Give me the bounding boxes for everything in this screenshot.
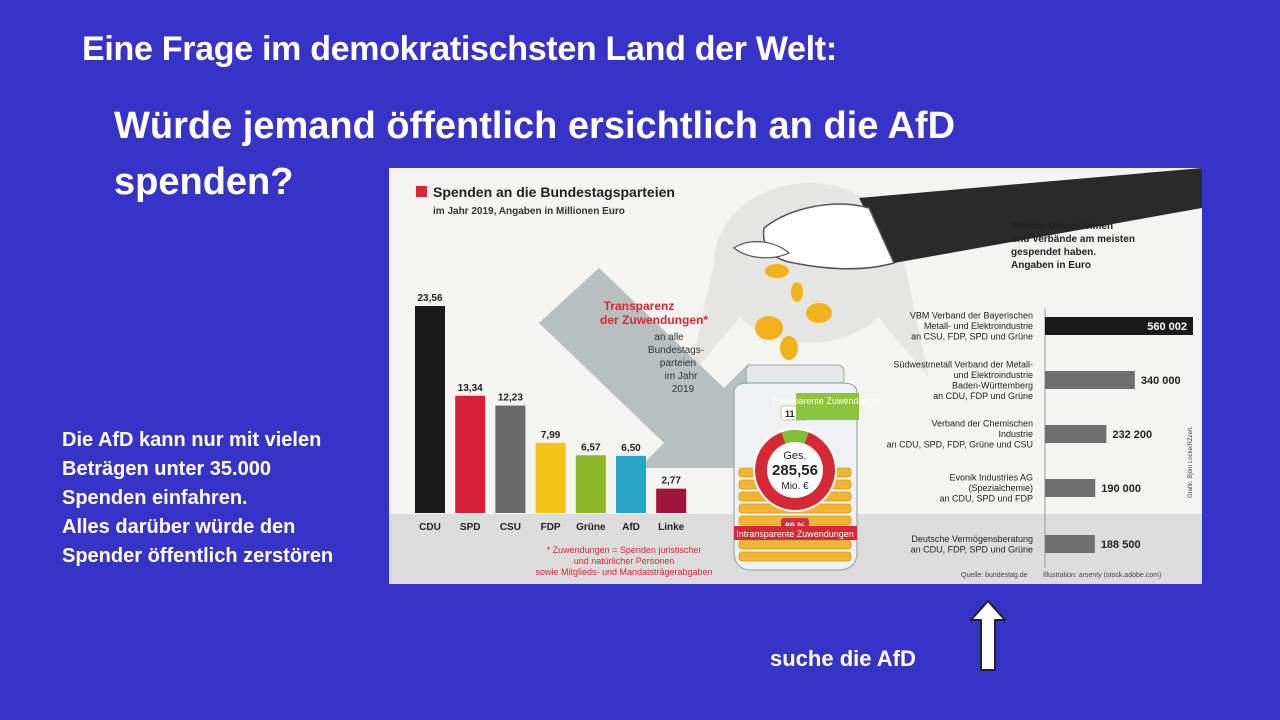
footnote-line3: sowie Mitglieds- und Mandatsträgerabgabe… <box>535 567 712 577</box>
intransparent-label-bg <box>734 526 857 540</box>
bar-value-label: 13,34 <box>458 383 483 394</box>
bar-csu <box>495 405 526 513</box>
up-arrow-icon <box>970 600 1006 671</box>
credit-source: Quelle: bundestag.de <box>961 572 1028 579</box>
infographic-canvas: Transparenz der Zuwendungen* an alle Bun… <box>389 168 1202 584</box>
arrow-sub-line4: im Jahr <box>665 371 698 382</box>
pie-slice-intransparent <box>755 432 835 510</box>
bar-value-label: 12,23 <box>498 393 523 404</box>
company-label-line: Metall- und Elektroindustrie <box>924 321 1033 331</box>
left-note-line: Spenden einfahren. <box>62 487 248 509</box>
bar-value-label: 6,50 <box>621 443 641 454</box>
bar-chart-title: Spenden an die Bundestagsparteien <box>433 184 675 200</box>
company-chart-title-line4: Angaben in Euro <box>1011 260 1091 271</box>
bar-afd <box>616 455 646 513</box>
arrow-title-line2: der Zuwendungen* <box>600 313 708 327</box>
company-value-label: 190 000 <box>1101 483 1141 495</box>
company-bar <box>1045 425 1107 443</box>
chart-title-marker <box>416 186 427 197</box>
bar-category-label: Linke <box>658 522 685 533</box>
pie-center-ges: Ges. <box>783 450 806 462</box>
company-label-line: an CSU, FDP, SPD und Grüne <box>911 332 1033 342</box>
company-value-label: 560 002 <box>1147 321 1187 333</box>
company-label-line: (Spezialchemie) <box>968 483 1033 493</box>
pie-center-unit: Mio. € <box>781 481 809 492</box>
company-label-line: an CDU, FDP, SPD und Grüne <box>911 544 1033 554</box>
bar-cdu <box>415 306 445 513</box>
bar-value-label: 6,57 <box>581 442 601 453</box>
donations-infographic: Transparenz der Zuwendungen* an alle Bun… <box>389 168 1202 584</box>
company-bar <box>1045 371 1135 389</box>
arrow-sub-line3: parteien <box>660 358 696 369</box>
party-bars: 23,56 CDU 13,34 SPD 12,23 CSU 7,99 FDP 6,57 Grüne… <box>415 293 687 533</box>
bar-spd <box>455 395 486 513</box>
company-label-line: Baden-Württemberg <box>952 380 1033 390</box>
company-chart-title-line1: Welche Unternehmen <box>1011 221 1113 232</box>
bar-fdp <box>535 442 566 513</box>
company-bar <box>1045 535 1095 553</box>
company-bars: 560 002 VBM Verband der BayerischenMetall… <box>887 311 1193 554</box>
company-label-line: Evonik Industries AG <box>949 473 1033 483</box>
company-label-line: an CDU, FDP und Grüne <box>933 391 1033 401</box>
bar-category-label: SPD <box>460 522 481 533</box>
transparency-arrow <box>539 268 749 468</box>
company-label-line: und Elektroindustrie <box>953 370 1033 380</box>
hand-illustration <box>732 168 1202 386</box>
company-bar <box>1045 479 1096 497</box>
pie-percent-label: 11 % <box>785 409 805 419</box>
arrow-sub-line1: an alle <box>654 332 684 343</box>
company-value-label: 232 200 <box>1112 429 1152 441</box>
bar-category-label: Grüne <box>576 522 606 533</box>
bar-category-label: AfD <box>622 522 640 533</box>
pie-legend-intransparent: Intransparente Zuwendungen <box>736 529 854 539</box>
arrow-sub-line5: 2019 <box>672 384 695 395</box>
pie-legend-transparent: Transparente Zuwendungen <box>771 396 884 406</box>
pie-center-total: 285,56 <box>772 462 818 479</box>
left-note-line: Alles darüber würde den <box>62 516 296 538</box>
bar-value-label: 23,56 <box>417 293 442 304</box>
company-chart-title-line2: und Verbände am meisten <box>1011 234 1135 245</box>
company-label-line: an CDU, SPD und FDP <box>939 494 1033 504</box>
credit-illustration: Illustration: arsenty (stock.adobe.com) <box>1043 572 1161 579</box>
bar-chart-subtitle: im Jahr 2019, Angaben in Millionen Euro <box>433 206 625 217</box>
left-note: Die AfD kann nur mit vielen Beträgen unte… <box>62 426 392 571</box>
bar-category-label: CDU <box>419 522 441 533</box>
slide-question: Würde jemand öffentlich ersichtlich an d… <box>114 105 956 203</box>
company-label-line: Industrie <box>998 429 1033 439</box>
arrow-title-line1: Transparenz <box>604 299 675 313</box>
footnote-line2: und natürlicher Personen <box>574 556 675 566</box>
footnote-line1: * Zuwendungen = Spenden juristischer <box>547 545 702 555</box>
left-note-line: Spender öffentlich zerstören <box>62 545 334 567</box>
company-value-label: 340 000 <box>1141 375 1181 387</box>
arrow-sub-line2: Bundestags- <box>648 345 704 356</box>
left-note-line: Die AfD kann nur mit vielen <box>62 429 322 451</box>
company-value-label: 188 500 <box>1101 539 1141 551</box>
company-bar <box>1045 317 1193 335</box>
credit-graphic: Grafik: Björn Locke/RZzeit. <box>1188 426 1194 498</box>
company-chart-title-line3: gespendet haben. <box>1011 247 1096 258</box>
left-note-line: Beträgen unter 35.000 <box>62 458 271 480</box>
company-label-line: an CDU, SPD, FDP, Grüne und CSU <box>887 440 1033 450</box>
company-label-line: Südwestmetall Verband der Metall- <box>893 359 1033 369</box>
company-label-line: Deutsche Vermögensberatung <box>911 534 1033 544</box>
slide-title: Eine Frage im demokratischsten Land der … <box>82 30 837 68</box>
bar-linke <box>656 488 687 513</box>
bar-value-label: 7,99 <box>541 430 561 441</box>
bar-category-label: CSU <box>500 522 521 533</box>
bar-value-label: 2,77 <box>661 476 681 487</box>
transparent-label-bg <box>796 393 859 420</box>
bar-grüne <box>575 455 606 513</box>
company-label-line: Verband der Chemischen <box>931 419 1033 429</box>
company-label-line: VBM Verband der Bayerischen <box>910 311 1033 321</box>
pie-slice-transparent <box>781 430 809 444</box>
bar-category-label: FDP <box>541 522 561 533</box>
hint-text: suche die AfD <box>770 646 916 671</box>
